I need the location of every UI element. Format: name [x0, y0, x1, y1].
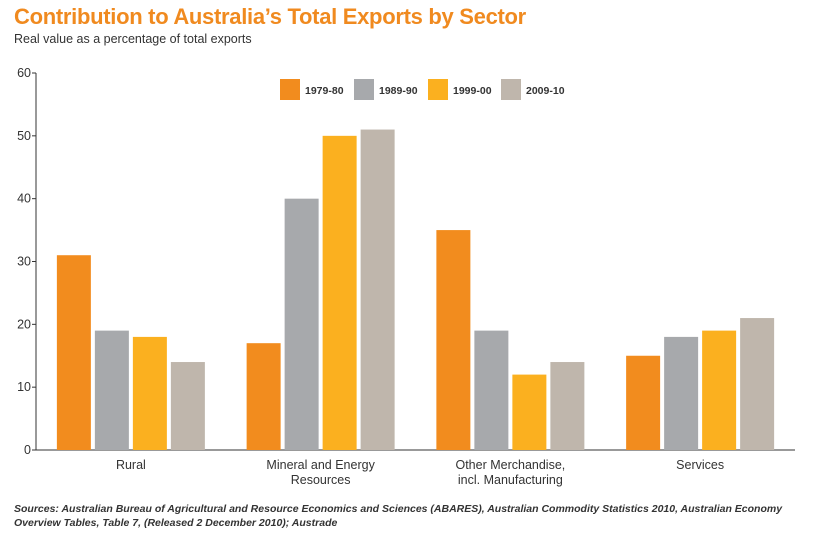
- y-tick-label: 30: [17, 255, 31, 269]
- bar: [550, 362, 585, 450]
- bar: [664, 336, 699, 450]
- bar: [56, 255, 91, 450]
- bar: [512, 374, 547, 450]
- legend-label: 1999-00: [453, 85, 492, 97]
- chart-title: Contribution to Australia’s Total Export…: [14, 4, 526, 29]
- bar: [170, 362, 205, 450]
- bar: [626, 355, 661, 450]
- legend-label: 2009-10: [526, 85, 565, 97]
- legend-swatch: [280, 79, 300, 100]
- bar: [246, 343, 281, 450]
- x-tick-label: Mineral and Energy: [266, 458, 375, 472]
- x-tick-label: Rural: [116, 458, 146, 472]
- bar: [474, 330, 509, 450]
- y-tick-label: 0: [24, 443, 31, 457]
- bar: [94, 330, 129, 450]
- legend-label: 1989-90: [379, 85, 418, 97]
- y-tick-label: 60: [17, 66, 31, 80]
- bar: [702, 330, 737, 450]
- bar: [360, 129, 395, 451]
- x-tick-label: Other Merchandise,: [455, 458, 565, 472]
- y-tick-label: 50: [17, 129, 31, 143]
- bar: [740, 318, 775, 450]
- legend-swatch: [501, 79, 521, 100]
- source-note: Sources: Australian Bureau of Agricultur…: [14, 503, 783, 529]
- x-tick-label: Services: [676, 458, 724, 472]
- legend-swatch: [428, 79, 448, 100]
- bar: [132, 336, 167, 450]
- y-tick-label: 20: [17, 317, 31, 331]
- bar: [436, 230, 471, 450]
- y-tick-label: 40: [17, 192, 31, 206]
- x-tick-label: incl. Manufacturing: [458, 473, 563, 487]
- bar: [284, 198, 319, 450]
- x-tick-label: Resources: [291, 473, 351, 487]
- bar: [322, 135, 357, 451]
- chart-subtitle: Real value as a percentage of total expo…: [14, 32, 252, 46]
- legend-label: 1979-80: [305, 85, 344, 97]
- y-tick-label: 10: [17, 380, 31, 394]
- legend-swatch: [354, 79, 374, 100]
